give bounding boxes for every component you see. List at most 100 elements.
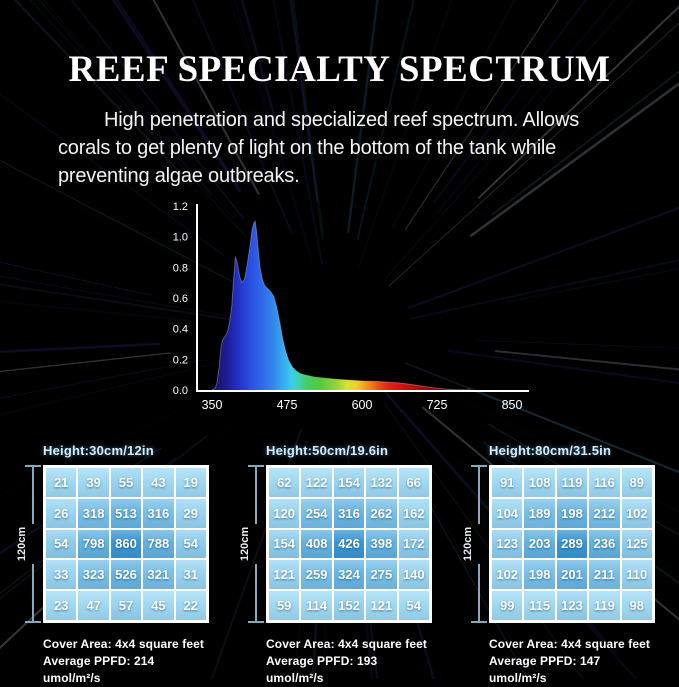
ppfd-cell: 47 [78, 591, 108, 620]
dimension-cap-bottom [471, 621, 487, 623]
ppfd-cell: 162 [399, 499, 429, 528]
subtitle: High penetration and specialized reef sp… [58, 106, 638, 190]
ppfd-cell: 132 [366, 468, 396, 497]
page-title: REEF SPECIALTY SPECTRUM [0, 48, 679, 91]
ppfd-cell: 23 [46, 591, 76, 620]
ppfd-cell: 102 [622, 499, 652, 528]
ppfd-cell: 29 [176, 499, 206, 528]
ppfd-cell: 289 [557, 530, 587, 559]
ppfd-cell: 259 [301, 560, 331, 589]
dimension-line [478, 564, 480, 621]
average-ppfd-label: Average PPFD: 147 umol/m²/s [489, 653, 655, 687]
y-axis-tick-label: 0.8 [173, 262, 188, 274]
ppfd-cell: 102 [492, 560, 522, 589]
cover-area-label: Cover Area: 4x4 square feet [43, 636, 209, 653]
height-label: Height:50cm/19.6in [266, 443, 432, 458]
ppfd-cell: 154 [334, 468, 364, 497]
ppfd-cell: 254 [301, 499, 331, 528]
ppfd-cell: 426 [334, 530, 364, 559]
dimension-cap-bottom [25, 621, 41, 623]
ppfd-cell: 526 [111, 560, 141, 589]
ppfd-cell: 152 [334, 591, 364, 620]
ppfd-cell: 43 [143, 468, 173, 497]
height-label: Height:80cm/31.5in [489, 443, 655, 458]
ppfd-cell: 513 [111, 499, 141, 528]
y-axis-tick-label: 0.0 [173, 385, 188, 397]
ppfd-cell: 122 [301, 468, 331, 497]
dimension-line [32, 564, 34, 621]
ppfd-cell: 108 [524, 468, 554, 497]
dimension-label: 120cm [462, 502, 474, 586]
ppfd-cell: 323 [78, 560, 108, 589]
ppfd-cell: 55 [111, 468, 141, 497]
cover-area-label: Cover Area: 4x4 square feet [266, 636, 432, 653]
ppfd-cell: 125 [622, 530, 652, 559]
ppfd-cell: 91 [492, 468, 522, 497]
subtitle-line-2: corals to get plenty of light on the bot… [58, 134, 638, 162]
ppfd-cell: 62 [269, 468, 299, 497]
ppfd-cell: 860 [111, 530, 141, 559]
ppfd-cell: 318 [78, 499, 108, 528]
ppfd-cell: 408 [301, 530, 331, 559]
dimension-indicator: 120cm [236, 465, 266, 623]
dimension-cap-bottom [248, 621, 264, 623]
ppfd-cell: 22 [176, 591, 206, 620]
ppfd-cell: 45 [143, 591, 173, 620]
spectrum-area [212, 221, 470, 390]
x-axis-tick-label: 350 [202, 398, 223, 412]
ppfd-cell: 140 [399, 560, 429, 589]
ppfd-cell: 321 [143, 560, 173, 589]
y-axis-tick-label: 0.6 [173, 293, 188, 305]
ppfd-cell: 788 [143, 530, 173, 559]
ppfd-cell: 110 [622, 560, 652, 589]
ppfd-cell: 66 [399, 468, 429, 497]
dimension-line [478, 467, 480, 524]
dimension-line [32, 467, 34, 524]
ppfd-cell: 115 [524, 591, 554, 620]
ppfd-cell: 212 [589, 499, 619, 528]
y-axis-tick-label: 0.2 [173, 354, 188, 366]
subtitle-line-3: preventing algae outbreaks. [58, 162, 638, 190]
y-axis-tick-label: 1.2 [173, 201, 188, 213]
ppfd-cell: 89 [622, 468, 652, 497]
x-axis-tick-label: 600 [352, 398, 373, 412]
ppfd-cell: 114 [301, 591, 331, 620]
ppfd-cell: 119 [589, 591, 619, 620]
average-ppfd-label: Average PPFD: 193 umol/m²/s [266, 653, 432, 687]
ppfd-cell: 172 [399, 530, 429, 559]
ppfd-cell: 211 [589, 560, 619, 589]
ppfd-cell: 99 [492, 591, 522, 620]
ppfd-cell: 154 [269, 530, 299, 559]
ppfd-cell: 798 [78, 530, 108, 559]
ppfd-cell: 120 [269, 499, 299, 528]
ppfd-cell: 198 [524, 560, 554, 589]
ppfd-cell: 236 [589, 530, 619, 559]
ppfd-cell: 203 [524, 530, 554, 559]
ppfd-cell: 262 [366, 499, 396, 528]
ppfd-cell: 19 [176, 468, 206, 497]
x-axis-tick-label: 725 [427, 398, 448, 412]
ppfd-cell: 54 [399, 591, 429, 620]
ppfd-cell: 324 [334, 560, 364, 589]
ppfd-cell: 398 [366, 530, 396, 559]
y-axis-tick-label: 0.4 [173, 324, 188, 336]
ppfd-cell: 104 [492, 499, 522, 528]
ppfd-cell: 121 [366, 591, 396, 620]
ppfd-cell: 116 [589, 468, 619, 497]
ppfd-cell: 275 [366, 560, 396, 589]
ppfd-cell: 189 [524, 499, 554, 528]
ppfd-cell: 31 [176, 560, 206, 589]
ppfd-cell: 33 [46, 560, 76, 589]
ppfd-cell: 59 [269, 591, 299, 620]
ppfd-cell: 54 [176, 530, 206, 559]
dimension-line [255, 564, 257, 621]
ppfd-cell: 316 [334, 499, 364, 528]
